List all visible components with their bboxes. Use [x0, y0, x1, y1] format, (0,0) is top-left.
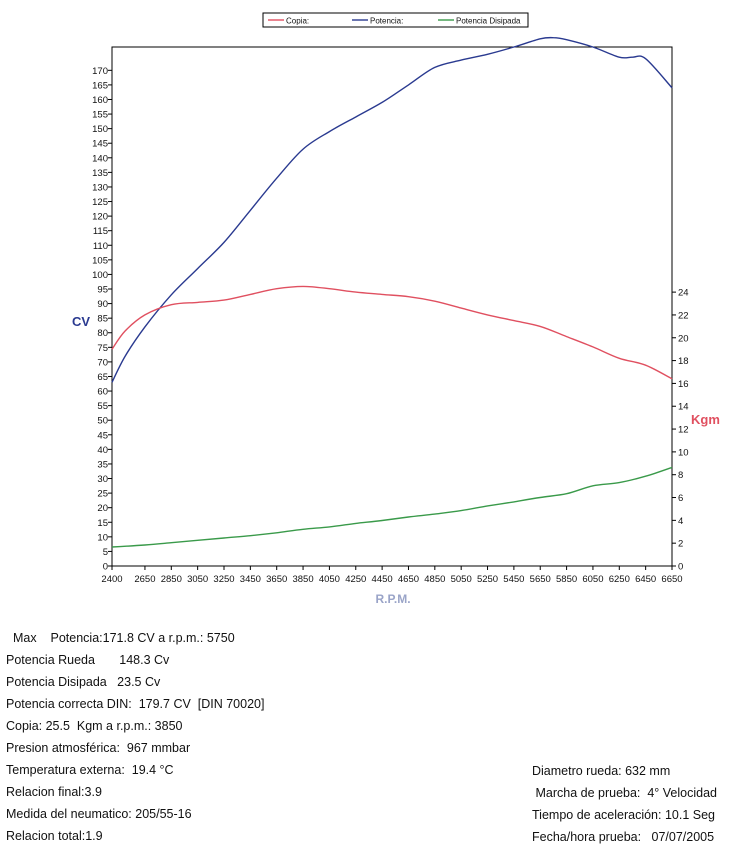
left-tick-label: 10	[97, 532, 108, 543]
left-tick-label: 105	[92, 255, 108, 266]
left-tick-label: 160	[92, 95, 108, 106]
info-wheel-power: Potencia Rueda 148.3 Cv	[6, 653, 170, 667]
left-tick-label: 55	[97, 401, 108, 412]
right-axis-label: Kgm	[691, 412, 720, 427]
right-tick-label: 4	[678, 516, 683, 527]
left-tick-label: 5	[103, 547, 108, 558]
x-tick-label: 2400	[101, 574, 122, 585]
x-tick-label: 3650	[266, 574, 287, 585]
x-tick-label: 4250	[345, 574, 366, 585]
x-tick-label: 4050	[319, 574, 340, 585]
left-tick-label: 35	[97, 459, 108, 470]
left-tick-label: 165	[92, 80, 108, 91]
copia-line	[111, 285, 673, 380]
x-tick-label: 2650	[134, 574, 155, 585]
info-pressure: Presion atmosférica: 967 mmbar	[6, 741, 191, 755]
info-temperature: Temperatura externa: 19.4 °C	[6, 763, 174, 777]
x-tick-label: 6450	[635, 574, 656, 585]
info-test-date: Fecha/hora prueba: 07/07/2005	[532, 830, 715, 844]
plot-frame	[111, 46, 673, 567]
left-tick-label: 80	[97, 328, 108, 339]
info-din-power: Potencia correcta DIN: 179.7 CV [DIN 700…	[6, 697, 265, 711]
left-tick-label: 150	[92, 124, 108, 135]
left-axis-label: CV	[72, 314, 90, 329]
left-tick-label: 30	[97, 474, 108, 485]
right-tick-label: 2	[678, 539, 683, 550]
right-tick-label: 20	[678, 333, 689, 344]
potencia-line	[111, 36, 673, 383]
right-tick-label: 0	[678, 562, 683, 573]
left-tick-label: 40	[97, 445, 108, 456]
left-tick-label: 95	[97, 285, 108, 296]
legend-entry: Potencia:	[370, 17, 403, 26]
info-tire-size: Medida del neumatico: 205/55-16	[6, 807, 192, 821]
left-tick-label: 15	[97, 518, 108, 529]
left-tick-label: 145	[92, 139, 108, 150]
left-tick-label: 115	[93, 226, 108, 237]
right-tick-label: 16	[678, 379, 689, 390]
x-tick-label: 3850	[292, 574, 313, 585]
x-tick-label: 4450	[372, 574, 393, 585]
legend-entry: Potencia Disipada	[456, 17, 521, 26]
legend: Copia: Potencia: Potencia Disipada	[262, 12, 529, 28]
right-tick-label: 8	[678, 470, 683, 481]
right-tick-label: 22	[678, 310, 689, 321]
left-tick-label: 110	[93, 241, 108, 252]
left-tick-label: 125	[92, 197, 108, 208]
x-axis-label: R.P.M.	[375, 592, 410, 606]
right-tick-label: 14	[678, 402, 689, 413]
left-tick-label: 25	[97, 489, 108, 500]
left-tick-label: 140	[92, 153, 108, 164]
left-tick-label: 75	[97, 343, 108, 354]
left-tick-label: 100	[92, 270, 108, 281]
right-tick-label: 10	[678, 447, 689, 458]
left-tick-label: 155	[92, 110, 108, 121]
left-tick-label: 135	[92, 168, 108, 179]
x-tick-label: 5650	[530, 574, 551, 585]
x-tick-label: 3250	[213, 574, 234, 585]
left-tick-label: 130	[92, 182, 108, 193]
info-wheel-diameter: Diametro rueda: 632 mm	[532, 764, 671, 778]
x-tick-label: 4650	[398, 574, 419, 585]
info-final-ratio: Relacion final:3.9	[6, 785, 102, 799]
x-tick-label: 6050	[582, 574, 603, 585]
x-tick-label: 5050	[451, 574, 472, 585]
x-tick-label: 5250	[477, 574, 498, 585]
left-tick-label: 120	[92, 212, 108, 223]
left-tick-label: 60	[97, 387, 108, 398]
x-tick-label: 4850	[424, 574, 445, 585]
left-tick-label: 70	[97, 357, 108, 368]
x-tick-label: 3050	[187, 574, 208, 585]
right-tick-label: 24	[678, 288, 689, 299]
right-tick-label: 6	[678, 493, 683, 504]
legend-entry: Copia:	[286, 17, 309, 26]
x-tick-label: 3450	[240, 574, 261, 585]
left-tick-label: 20	[97, 503, 108, 514]
left-tick-label: 90	[97, 299, 108, 310]
info-accel-time: Tiempo de aceleración: 10.1 Seg	[532, 808, 715, 822]
info-torque: Copia: 25.5 Kgm a r.p.m.: 3850	[6, 719, 183, 733]
left-tick-label: 50	[97, 416, 108, 427]
info-dissipated-power: Potencia Disipada 23.5 Cv	[6, 675, 161, 689]
dyno-chart: 0510152025303540455055606570758085909510…	[72, 12, 720, 606]
info-max-power: Max Potencia:171.8 CV a r.p.m.: 5750	[13, 631, 235, 645]
left-tick-label: 170	[92, 66, 108, 77]
left-tick-label: 45	[97, 430, 108, 441]
left-tick-label: 65	[97, 372, 108, 383]
right-tick-label: 12	[678, 425, 689, 436]
info-test-gear: Marcha de prueba: 4° Velocidad	[532, 786, 717, 800]
x-tick-label: 2850	[161, 574, 182, 585]
left-tick-label: 0	[103, 562, 108, 573]
x-tick-label: 5850	[556, 574, 577, 585]
right-tick-label: 18	[678, 356, 689, 367]
x-tick-label: 6650	[661, 574, 682, 585]
potencia-disipada-line	[111, 466, 673, 548]
x-tick-label: 6250	[609, 574, 630, 585]
legend-box	[262, 12, 529, 28]
x-tick-label: 5450	[503, 574, 524, 585]
info-total-ratio: Relacion total:1.9	[6, 829, 103, 843]
left-tick-label: 85	[97, 314, 108, 325]
